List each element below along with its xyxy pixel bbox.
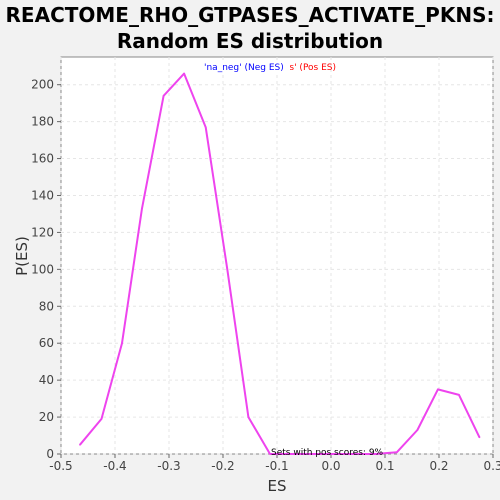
data-point — [478, 436, 481, 439]
data-point — [121, 342, 123, 345]
data-point — [100, 418, 103, 420]
y-tick-label: 80 — [39, 299, 54, 313]
x-tick-label: -0.3 — [157, 459, 180, 473]
data-point — [396, 451, 398, 453]
data-point — [332, 453, 335, 455]
x-tick-label: 0.0 — [321, 459, 340, 473]
x-tick-label: -0.2 — [211, 459, 234, 473]
y-tick-label: 140 — [31, 188, 54, 202]
y-tick-label: 20 — [39, 410, 54, 424]
y-tick-label: 40 — [39, 373, 54, 387]
data-point — [204, 126, 207, 128]
x-tick-label: -0.4 — [103, 459, 126, 473]
data-point — [226, 268, 229, 271]
data-point — [416, 429, 419, 431]
legend-neg-background — [202, 61, 290, 73]
axes: -0.5 -0.4 -0.3 -0.2 -0.1 0.0 0.1 0.2 0.3 0 20 40 60 8… — [31, 78, 500, 473]
y-tick-label: 60 — [39, 336, 54, 350]
data-point — [290, 453, 293, 455]
data-point — [141, 207, 143, 210]
y-tick-label: 200 — [31, 78, 54, 92]
data-point — [458, 394, 460, 396]
data-point — [247, 416, 250, 418]
data-point — [183, 72, 185, 75]
y-tick-label: 160 — [31, 152, 54, 166]
y-tick-label: 0 — [46, 447, 54, 461]
legend-neg: 'na_neg' (Neg ES) — [204, 63, 284, 73]
annotation-pos-scores: Sets with pos scores: 9% — [271, 448, 384, 458]
x-tick-label: 0.1 — [375, 459, 394, 473]
chart-title-line1: REACTOME_RHO_GTPASES_ACTIVATE_PKNS: — [5, 3, 495, 27]
x-tick-label: -0.1 — [265, 459, 288, 473]
y-tick-label: 100 — [31, 262, 54, 276]
data-point — [162, 94, 165, 97]
series-group — [79, 72, 481, 455]
y-axis-label: P(ES) — [13, 236, 31, 276]
data-point — [375, 453, 377, 455]
x-axis-label: ES — [268, 477, 287, 495]
series-line — [79, 72, 481, 455]
x-tick-label: 0.2 — [429, 459, 448, 473]
legend-pos: 'na_pos' (Pos ES) — [260, 63, 336, 73]
chart-title-line2: Random ES distribution — [116, 29, 384, 53]
x-tick-label: -0.5 — [49, 459, 72, 473]
data-point — [269, 453, 271, 455]
data-point — [311, 453, 313, 455]
x-tick-label: 0.3 — [483, 459, 500, 473]
y-tick-label: 120 — [31, 225, 54, 239]
data-point — [354, 453, 357, 455]
chart-title: REACTOME_RHO_GTPASES_ACTIVATE_PKNS: Rand… — [0, 2, 500, 54]
data-point — [79, 443, 81, 446]
chart-labels: ES P(ES) 'na_pos' (Pos ES) 'na_neg' (Neg… — [13, 61, 384, 495]
data-point — [437, 388, 439, 391]
y-tick-label: 180 — [31, 115, 54, 129]
